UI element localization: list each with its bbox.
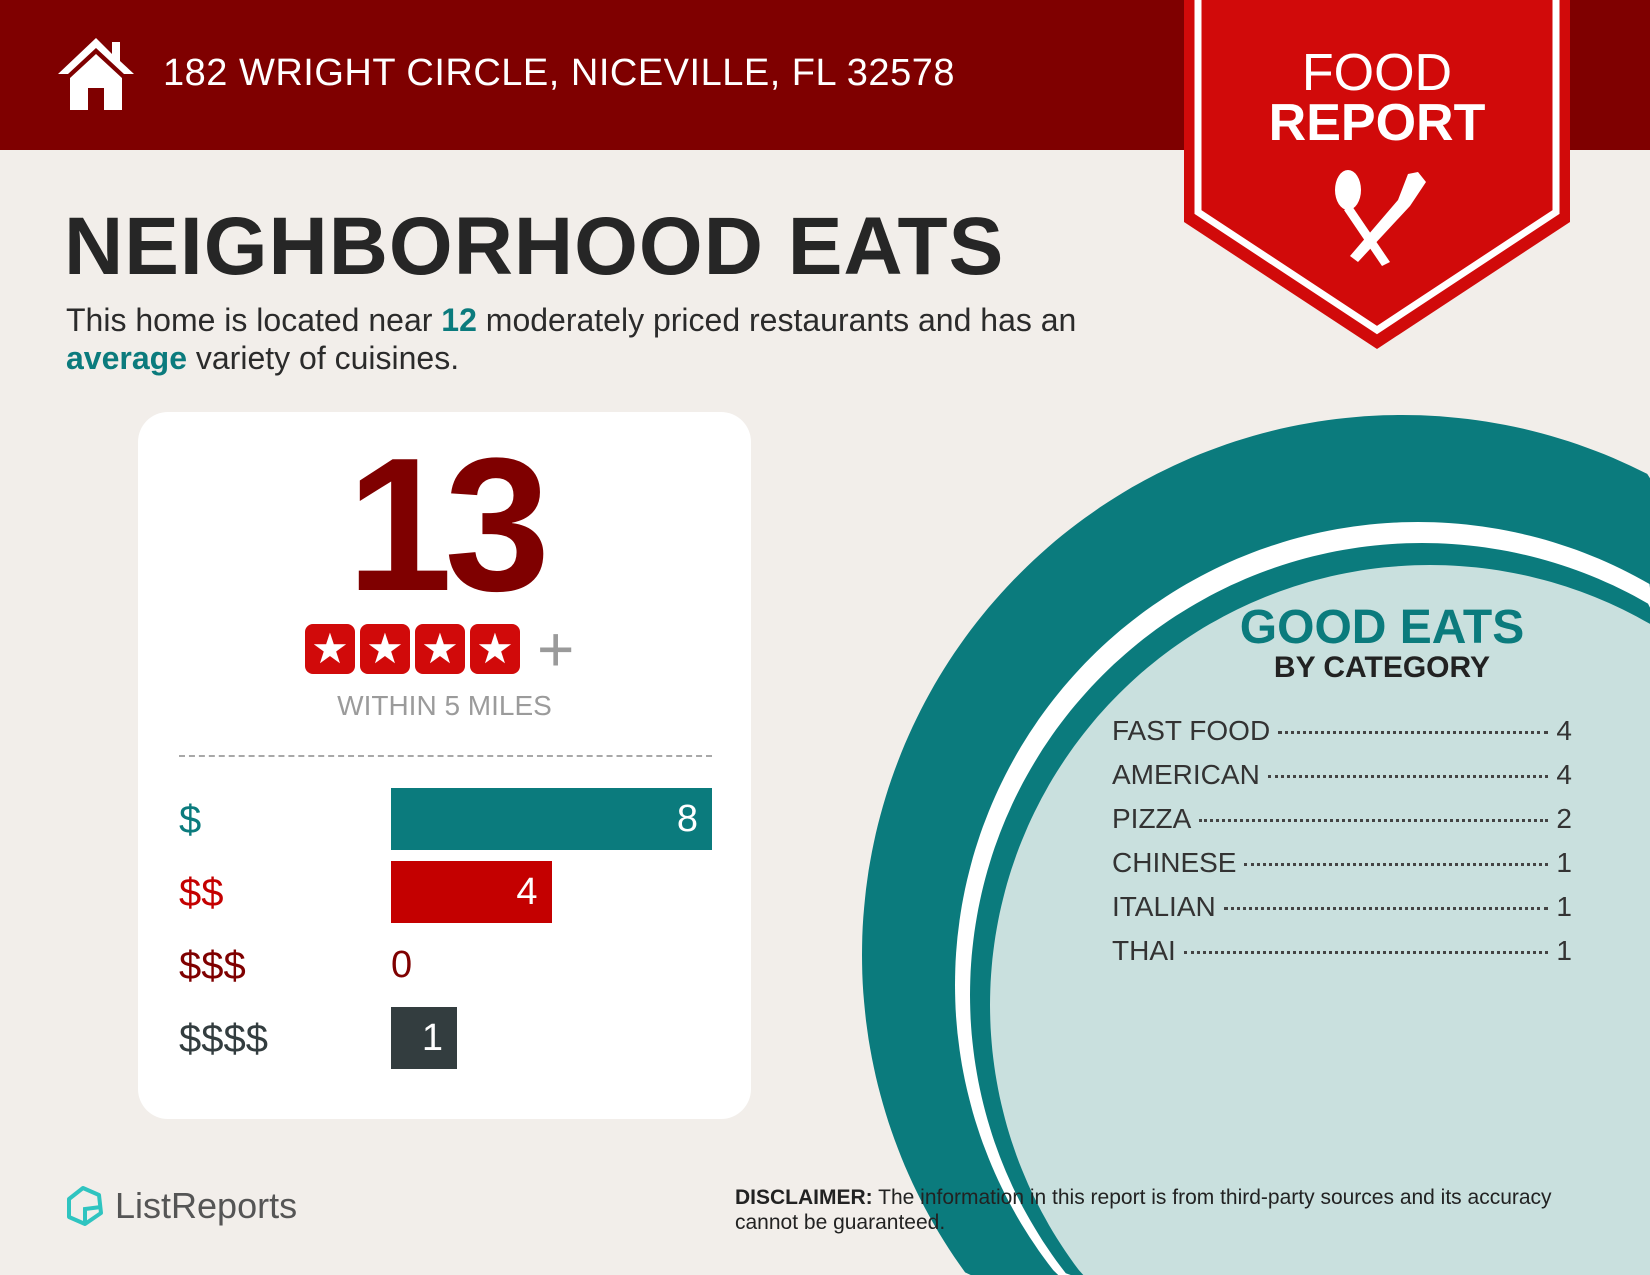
ribbon-line1: FOOD <box>1301 44 1453 102</box>
page-title: NEIGHBORHOOD EATS <box>64 201 1005 292</box>
listreports-logo: ListReports <box>63 1185 297 1227</box>
price-label: $$$$ <box>179 1017 268 1061</box>
category-label: ITALIAN <box>1112 891 1216 922</box>
summary-card <box>138 412 751 1119</box>
dot-leader <box>1183 951 1549 954</box>
restaurant-count: 12 <box>441 302 477 338</box>
category-label: CHINESE <box>1112 847 1237 878</box>
dot-leader <box>1278 731 1549 734</box>
bar: 1 <box>391 1007 457 1069</box>
category-label: THAI <box>1112 935 1176 966</box>
good-eats-title: GOOD EATS <box>1239 601 1525 654</box>
category-item: CHINESE 1 <box>1112 847 1572 883</box>
dot-leader <box>1223 907 1549 910</box>
category-count: 4 <box>1556 715 1572 746</box>
bar: 8 <box>391 788 712 850</box>
category-count: 4 <box>1556 759 1572 790</box>
category-item: FAST FOOD 4 <box>1112 715 1572 751</box>
dot-leader <box>1199 819 1549 822</box>
category-item: ITALIAN 1 <box>1112 891 1572 927</box>
food-report-ribbon <box>1184 0 1570 349</box>
star-icon: ★ <box>305 624 355 674</box>
spoon-fork-icon <box>1335 170 1426 266</box>
dot-leader <box>1244 863 1549 866</box>
category-item: AMERICAN 4 <box>1112 759 1572 795</box>
price-label: $$$ <box>179 944 246 988</box>
category-count: 2 <box>1556 803 1572 834</box>
ribbon-line2: REPORT <box>1268 94 1486 152</box>
category-count: 1 <box>1556 935 1572 966</box>
logo-text: ListReports <box>115 1185 298 1226</box>
price-label: $$ <box>179 871 224 915</box>
dot-leader <box>1267 775 1549 778</box>
house-icon <box>58 38 134 110</box>
description: This home is located near 12 moderately … <box>66 302 1077 376</box>
property-address: 182 WRIGHT CIRCLE, NICEVILLE, FL 32578 <box>163 52 955 94</box>
ribbon-title: FOOD REPORT <box>1184 44 1570 152</box>
disclaimer: DISCLAIMER: The information in this repo… <box>735 1186 1552 1234</box>
logo-icon <box>67 1186 103 1226</box>
category-label: AMERICAN <box>1112 759 1260 790</box>
price-row: $$$ 0 <box>179 934 712 996</box>
divider <box>179 755 712 757</box>
price-label: $ <box>179 798 202 842</box>
price-row: $8 <box>179 788 712 850</box>
category-count: 1 <box>1556 847 1572 878</box>
variety-level: average <box>66 340 187 376</box>
good-eats-subtitle: BY CATEGORY <box>1273 651 1491 684</box>
category-item: THAI 1 <box>1112 935 1572 971</box>
bar-value: 0 <box>391 944 413 986</box>
bar: 4 <box>391 861 552 923</box>
total-restaurants: 13 <box>346 419 550 631</box>
category-label: PIZZA <box>1112 803 1192 834</box>
category-count: 1 <box>1556 891 1572 922</box>
star-icon: ★ <box>415 624 465 674</box>
plus-icon: + <box>537 613 575 685</box>
star-icon: ★ <box>360 624 410 674</box>
star-icon: ★ <box>470 624 520 674</box>
price-row: $$ 4 <box>179 861 712 923</box>
category-item: PIZZA 2 <box>1112 803 1572 839</box>
within-label: WITHIN 5 MILES <box>337 690 552 721</box>
price-row: $$$$ 1 <box>179 1007 712 1069</box>
plate-center <box>990 565 1650 1275</box>
category-label: FAST FOOD <box>1112 715 1271 746</box>
star-rating: ★ ★ ★ ★ + <box>305 613 575 685</box>
